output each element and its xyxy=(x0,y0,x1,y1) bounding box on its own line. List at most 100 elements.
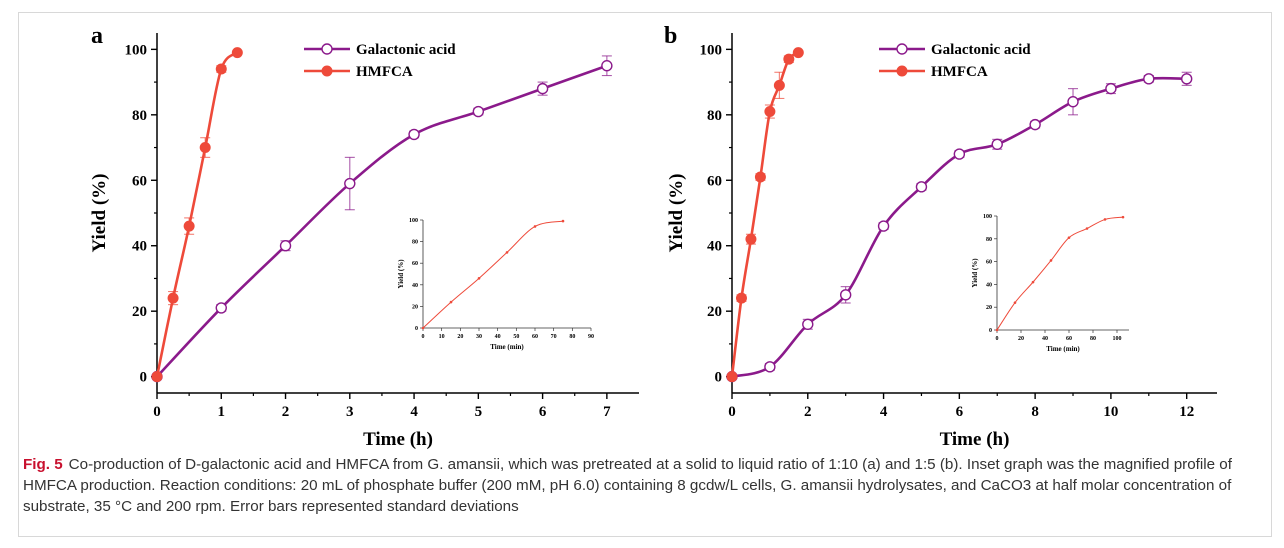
panel-a-inset-x-tick-label: 80 xyxy=(569,334,575,340)
panel-a-inset-hmfca-line xyxy=(422,220,564,329)
panel-a-hmfca-point xyxy=(167,292,179,304)
panel-b-inset-x-tick-label: 80 xyxy=(1090,336,1096,342)
panel-b-galactonic-point xyxy=(991,138,1003,150)
panel-b-inset-x-tick-label: 60 xyxy=(1066,336,1072,342)
panel-a-series-hmfca xyxy=(151,47,243,383)
panel-a-y-tick-label: 60 xyxy=(132,173,147,189)
panel-a-inset-x-tick-label: 50 xyxy=(513,334,519,340)
panel-a-inset-x-tick-label: 20 xyxy=(457,334,463,340)
panel-b-inset-hmfca-point xyxy=(1031,280,1035,284)
panel-b-inset-x-tick-label: 0 xyxy=(996,336,999,342)
panel-b-y-tick-label: 40 xyxy=(707,239,722,255)
panel-b-inset-y-tick-label: 80 xyxy=(986,237,992,243)
panel-a-inset-x-tick-label: 70 xyxy=(551,334,557,340)
panel-a-hmfca-point xyxy=(215,63,227,75)
panel-b-galactonic-point xyxy=(764,361,776,373)
panel-a-inset-x-tick-label: 40 xyxy=(495,334,501,340)
caption-label: Fig. 5 xyxy=(23,456,63,473)
panel-b-x-tick-label: 8 xyxy=(1031,404,1039,420)
panel-a-galactonic-point xyxy=(215,302,227,314)
panel-a-inset-x-tick-label: 60 xyxy=(532,334,538,340)
caption-text: Co-production of D-galactonic acid and H… xyxy=(23,456,1232,515)
panel-a-x-tick-label: 3 xyxy=(346,404,354,420)
panel-b-galactonic-point xyxy=(839,289,852,301)
panel-a-inset-y-tick-label: 40 xyxy=(412,283,418,289)
panel-a-hmfca-line xyxy=(155,51,239,377)
panel-a-inset-y-label: Yield (%) xyxy=(397,259,405,289)
panel-b-galactonic-point xyxy=(1029,118,1041,131)
panel-a-inset-hmfca-point xyxy=(505,251,509,254)
panel-b-inset-y-tick-label: 0 xyxy=(989,328,992,334)
panel-b-legend-marker-filled xyxy=(896,65,908,77)
panel-b-hmfca-point xyxy=(783,53,795,65)
panel-a-inset-y-tick-label: 0 xyxy=(415,326,418,332)
panel-a-inset-hmfca-point xyxy=(533,225,537,228)
panel-a-inset-x-tick-label: 0 xyxy=(422,334,425,340)
panel-b-inset-hmfca-point xyxy=(995,328,999,332)
panel-b-galactonic-point xyxy=(877,220,890,232)
panel-b-inset-hmfca-point xyxy=(1121,215,1125,219)
panel-a-inset-x-tick-label: 90 xyxy=(588,334,594,340)
panel-b-galactonic-point xyxy=(802,318,814,330)
panel-b-legend-label: HMFCA xyxy=(931,64,988,80)
panel-b-y-tick-label: 60 xyxy=(707,173,722,189)
panel-a-x-axis-label: Time (h) xyxy=(363,429,433,450)
panel-a-inset-hmfca-point xyxy=(477,277,481,280)
figure-panel: 0 1 2 3 4 5 6 7 0 20 40 60 80 100 Time (h) Yield (%) a Ga… xyxy=(18,12,1272,537)
panel-b-galactonic-line xyxy=(731,76,1187,378)
panel-a-inset-y-tick-label: 20 xyxy=(412,304,418,310)
panel-a-hmfca-point xyxy=(199,142,211,154)
panel-b-galactonic-point xyxy=(1180,73,1193,85)
panel-b-series-hmfca xyxy=(726,47,804,383)
panel-b-inset-y-label: Yield (%) xyxy=(971,258,979,288)
panel-a-galactonic-point xyxy=(601,60,613,72)
panel-a-legend-marker-open xyxy=(321,43,333,55)
panel-b-inset-hmfca-point xyxy=(1013,301,1017,304)
panel-a-hmfca-point xyxy=(231,47,243,59)
panel-a-x-tick-label: 0 xyxy=(153,404,161,420)
panel-b-legend: Galactonic acid HMFCA xyxy=(879,42,1031,80)
panel-a-galactonic-point xyxy=(408,128,420,141)
panel-b-y-tick-label: 100 xyxy=(700,42,723,58)
panel-b-legend-label: Galactonic acid xyxy=(931,42,1031,58)
panel-b-x-tick-label: 4 xyxy=(880,404,888,420)
panel-b-hmfca-point xyxy=(745,233,757,245)
panel-a-x-tick-label: 4 xyxy=(410,404,418,420)
panel-b-y-tick-label: 20 xyxy=(707,304,722,320)
panel-b-panel-letter: b xyxy=(664,23,677,49)
panel-a-inset-hmfca-point xyxy=(561,219,565,223)
panel-b-chart: 0 2 4 6 8 10 12 0 20 40 60 80 100 Time (h) Yield (%) b G… xyxy=(664,23,1217,450)
panel-a-x-tick-label: 6 xyxy=(539,404,547,420)
panel-b-hmfca-point xyxy=(754,171,766,183)
panel-a-inset-hmfca-point xyxy=(421,326,425,330)
panel-a-hmfca-point xyxy=(183,220,195,232)
panel-b-series-galactonic xyxy=(726,71,1193,383)
panel-b-inset-hmfca-point xyxy=(1067,236,1071,239)
panel-a-y-tick-label: 0 xyxy=(140,370,148,386)
panel-b-hmfca-point xyxy=(773,79,785,91)
panel-b-inset-y-tick-label: 100 xyxy=(983,214,992,220)
panel-b-inset-hmfca-point xyxy=(1049,259,1053,262)
panel-a-inset-y-tick-label: 80 xyxy=(412,240,418,246)
panel-b-x-tick-label: 6 xyxy=(956,404,964,420)
panel-b-galactonic-point xyxy=(953,148,966,160)
panel-b-x-tick-label: 2 xyxy=(804,404,812,420)
panel-a-legend-marker-filled xyxy=(321,65,333,77)
panel-b-galactonic-point xyxy=(915,181,928,193)
figure-caption: Fig. 5 Co-production of D-galactonic acid… xyxy=(23,454,1263,517)
panel-a-galactonic-point xyxy=(279,240,292,252)
panel-a-galactonic-point xyxy=(472,105,485,118)
panel-b-x-tick-label: 0 xyxy=(728,404,736,420)
panel-a-y-tick-label: 40 xyxy=(132,239,147,255)
panel-a-galactonic-point xyxy=(344,177,356,190)
panel-b-inset-y-tick-label: 20 xyxy=(986,305,992,311)
panel-b-inset-hmfca-point xyxy=(1085,227,1089,230)
panel-a-series-galactonic xyxy=(151,55,613,383)
panel-b-inset-y-tick-label: 60 xyxy=(986,260,992,266)
panel-a-y-tick-label: 20 xyxy=(132,304,147,320)
panel-b-hmfca-point xyxy=(726,371,738,383)
panel-b-x-tick-label: 12 xyxy=(1179,404,1194,420)
panel-a-inset-hmfca-point xyxy=(449,300,453,304)
